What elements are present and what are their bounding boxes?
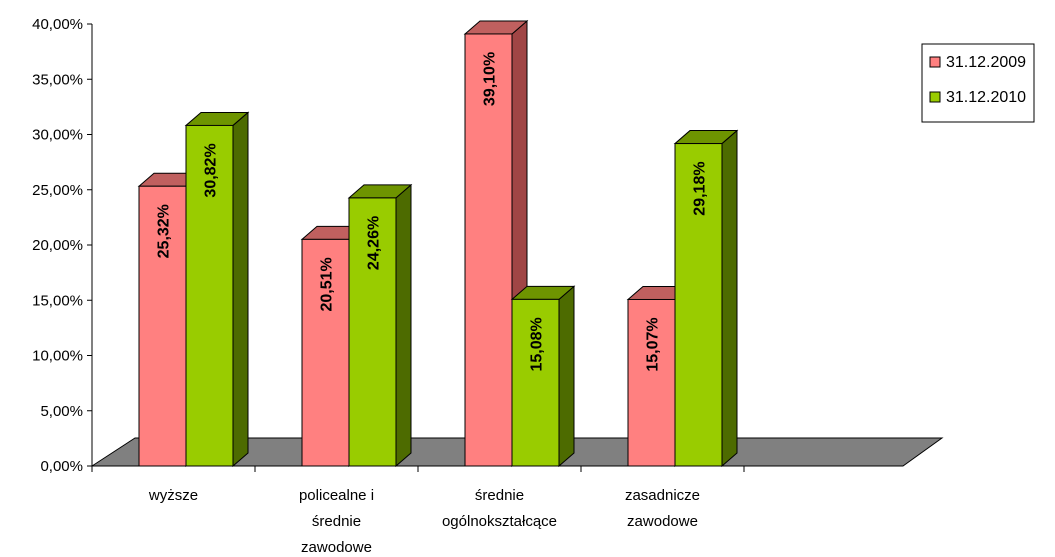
bar — [184, 111, 250, 468]
data-label: 25,32% — [156, 204, 173, 258]
data-labels: 25,32% 30,82% 20,51% 24,26% 39,10% 15,08% 15,0… — [156, 52, 709, 372]
bar-front-face — [348, 197, 397, 467]
y-tick-label: 25,00% — [32, 182, 83, 199]
axes: 0,00% 5,00% 10,00% 15,00% 20,00% 25,00% 30,00%… — [32, 16, 903, 556]
bar — [347, 183, 413, 468]
x-tick-label: zasadnicze zawodowe — [625, 487, 700, 530]
bar-front-face — [627, 298, 676, 467]
bar-front-face — [674, 143, 723, 467]
bar-side-face — [558, 285, 575, 468]
bar-side-face — [395, 183, 412, 468]
legend-box — [921, 43, 1035, 123]
y-tick-label: 0,00% — [40, 458, 83, 475]
y-tick-label: 40,00% — [32, 16, 83, 33]
bar-side-face — [721, 129, 738, 468]
legend-swatch-series-2 — [929, 91, 941, 103]
data-label: 15,08% — [529, 317, 546, 371]
y-tick-label: 10,00% — [32, 348, 83, 365]
x-tick-label: średnie ogólnokształcące — [442, 487, 557, 530]
data-label: 29,18% — [692, 161, 709, 215]
x-tick-label: policealne i średnie zawodowe — [299, 487, 374, 556]
legend-label-series-1: 31.12.2009 — [946, 54, 1026, 71]
legend-swatch-series-1 — [929, 56, 941, 68]
bars — [137, 19, 739, 468]
bar-front-face — [301, 238, 350, 467]
bar — [673, 129, 739, 468]
bar-side-face — [232, 111, 249, 468]
bar — [510, 285, 576, 468]
legend: 31.12.2009 31.12.2010 — [921, 43, 1035, 123]
bar-front-face — [464, 33, 513, 467]
y-tick-label: 15,00% — [32, 292, 83, 309]
y-tick-label: 20,00% — [32, 237, 83, 254]
data-label: 15,07% — [645, 317, 662, 371]
y-tick-label: 5,00% — [40, 403, 83, 420]
data-label: 24,26% — [366, 216, 383, 270]
bar-front-face — [138, 185, 187, 467]
data-label: 20,51% — [319, 257, 336, 311]
y-tick-label: 35,00% — [32, 71, 83, 88]
y-tick-label: 30,00% — [32, 127, 83, 144]
data-label: 39,10% — [482, 52, 499, 106]
data-label: 30,82% — [203, 143, 220, 197]
bar-front-face — [511, 298, 560, 467]
bar-front-face — [185, 124, 234, 467]
legend-label-series-2: 31.12.2010 — [946, 89, 1026, 106]
x-tick-label: wyższe — [148, 487, 198, 504]
